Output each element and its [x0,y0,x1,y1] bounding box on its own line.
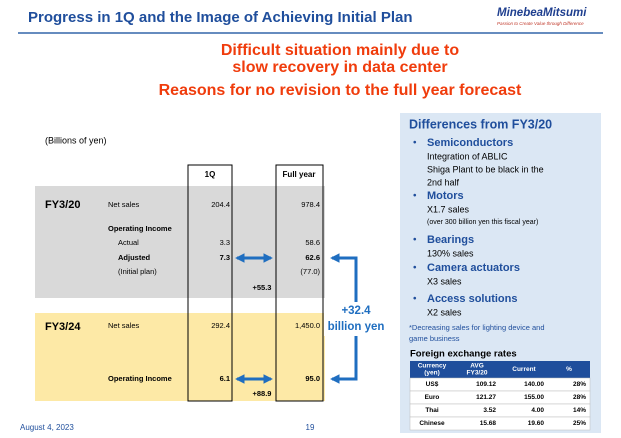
total-gap: +32.4 [341,305,371,317]
fx-cell: US$ [426,381,439,388]
headline: slow recovery in data center [232,59,447,76]
fx-column-header: Currency [418,363,447,370]
fx-title: Foreign exchange rates [410,349,517,360]
unit-note: (Billions of yen) [45,135,107,145]
page-number: 19 [306,423,315,432]
total-gap-unit: billion yen [328,321,385,333]
full-year-value: 62.6 [305,253,320,262]
row-label: Adjusted [118,253,151,262]
item-line: X3 sales [427,276,462,286]
row-label: Operating Income [108,374,172,383]
fx-header-bg [410,361,590,378]
item-line: Shiga Plant to be black in the [427,164,544,174]
bullet: • [413,263,417,274]
column-header: Full year [283,170,316,179]
full-year-value: (77.0) [300,267,320,276]
fx-cell: 4.00 [531,407,544,414]
fx-column-header: % [566,366,572,373]
section-label: FY3/20 [45,199,80,211]
fx-row-bg [409,416,591,431]
item-heading: Motors [427,190,464,202]
item-heading: Access solutions [427,293,517,305]
fx-cell: 121.27 [476,394,496,401]
full-year-value: 58.6 [305,238,320,247]
fx-column-header: AVG [470,363,484,370]
bullet: • [413,235,417,246]
gap: +55.3 [253,283,272,292]
fx-column-header: (yen) [424,370,440,377]
fx-column-header: FY3/20 [467,370,488,377]
item-line: Integration of ABLIC [427,151,508,161]
bullet: • [413,138,417,149]
fx-cell: 28% [573,394,586,401]
bullet: • [413,294,417,305]
title: Progress in 1Q and the Image of Achievin… [28,9,413,26]
fx-cell: 15.68 [480,420,497,427]
q1-value: 3.3 [220,238,230,247]
fx-cell: Thai [425,407,439,414]
fx-cell: 3.52 [483,407,496,414]
gap: +88.9 [253,389,272,398]
label-backdrop [324,302,390,336]
panel-note: *Decreasing sales for lighting device an… [409,323,545,332]
fx-cell: 109.12 [476,381,496,388]
column-header: 1Q [205,170,216,179]
row-label: Net sales [108,321,140,330]
headline: Difficult situation mainly due to [221,42,459,59]
fy24-band [35,313,325,401]
fx-cell: Chinese [419,420,445,427]
full-column-box [275,164,324,402]
fx-column-header: Current [512,366,536,373]
section-label: FY3/24 [45,321,81,333]
item-line: (over 300 billion yen this fiscal year) [427,219,538,226]
logo: MinebeaMitsumi [497,7,587,19]
full-year-value: 978.4 [301,200,320,209]
item-line: 2nd half [427,177,460,187]
item-line: 130% sales [427,248,474,258]
row-label: Operating Income [108,224,172,233]
fx-cell: 19.60 [528,420,545,427]
q1-value: 7.3 [220,253,230,262]
row-label: Net sales [108,200,140,209]
q1-value: 292.4 [211,321,230,330]
fx-cell: 28% [573,381,586,388]
fx-cell: Euro [425,394,440,401]
row-label: (Initial plan) [118,267,157,276]
fx-cell: 25% [573,420,586,427]
panel-title: Differences from FY3/20 [409,117,552,131]
full-year-value: 1,450.0 [295,321,320,330]
fx-cell: 14% [573,407,586,414]
bullet: • [413,191,417,202]
item-heading: Bearings [427,234,474,246]
q1-column-box [187,164,233,402]
q1-value: 6.1 [220,374,230,383]
footer-date: August 4, 2023 [20,423,74,432]
full-year-value: 95.0 [305,374,320,383]
fx-cell: 140.00 [524,381,544,388]
fy20-band [35,186,325,298]
row-label: Actual [118,238,139,247]
q1-value: 204.4 [211,200,230,209]
tagline: Passion to Create Value through Differen… [497,21,584,26]
item-heading: Semiconductors [427,137,513,149]
item-heading: Camera actuators [427,262,520,274]
fx-cell: 155.00 [524,394,544,401]
headline: Reasons for no revision to the full year… [159,82,522,99]
panel-note: game business [409,334,460,343]
item-line: X1.7 sales [427,204,470,214]
item-line: X2 sales [427,307,462,317]
